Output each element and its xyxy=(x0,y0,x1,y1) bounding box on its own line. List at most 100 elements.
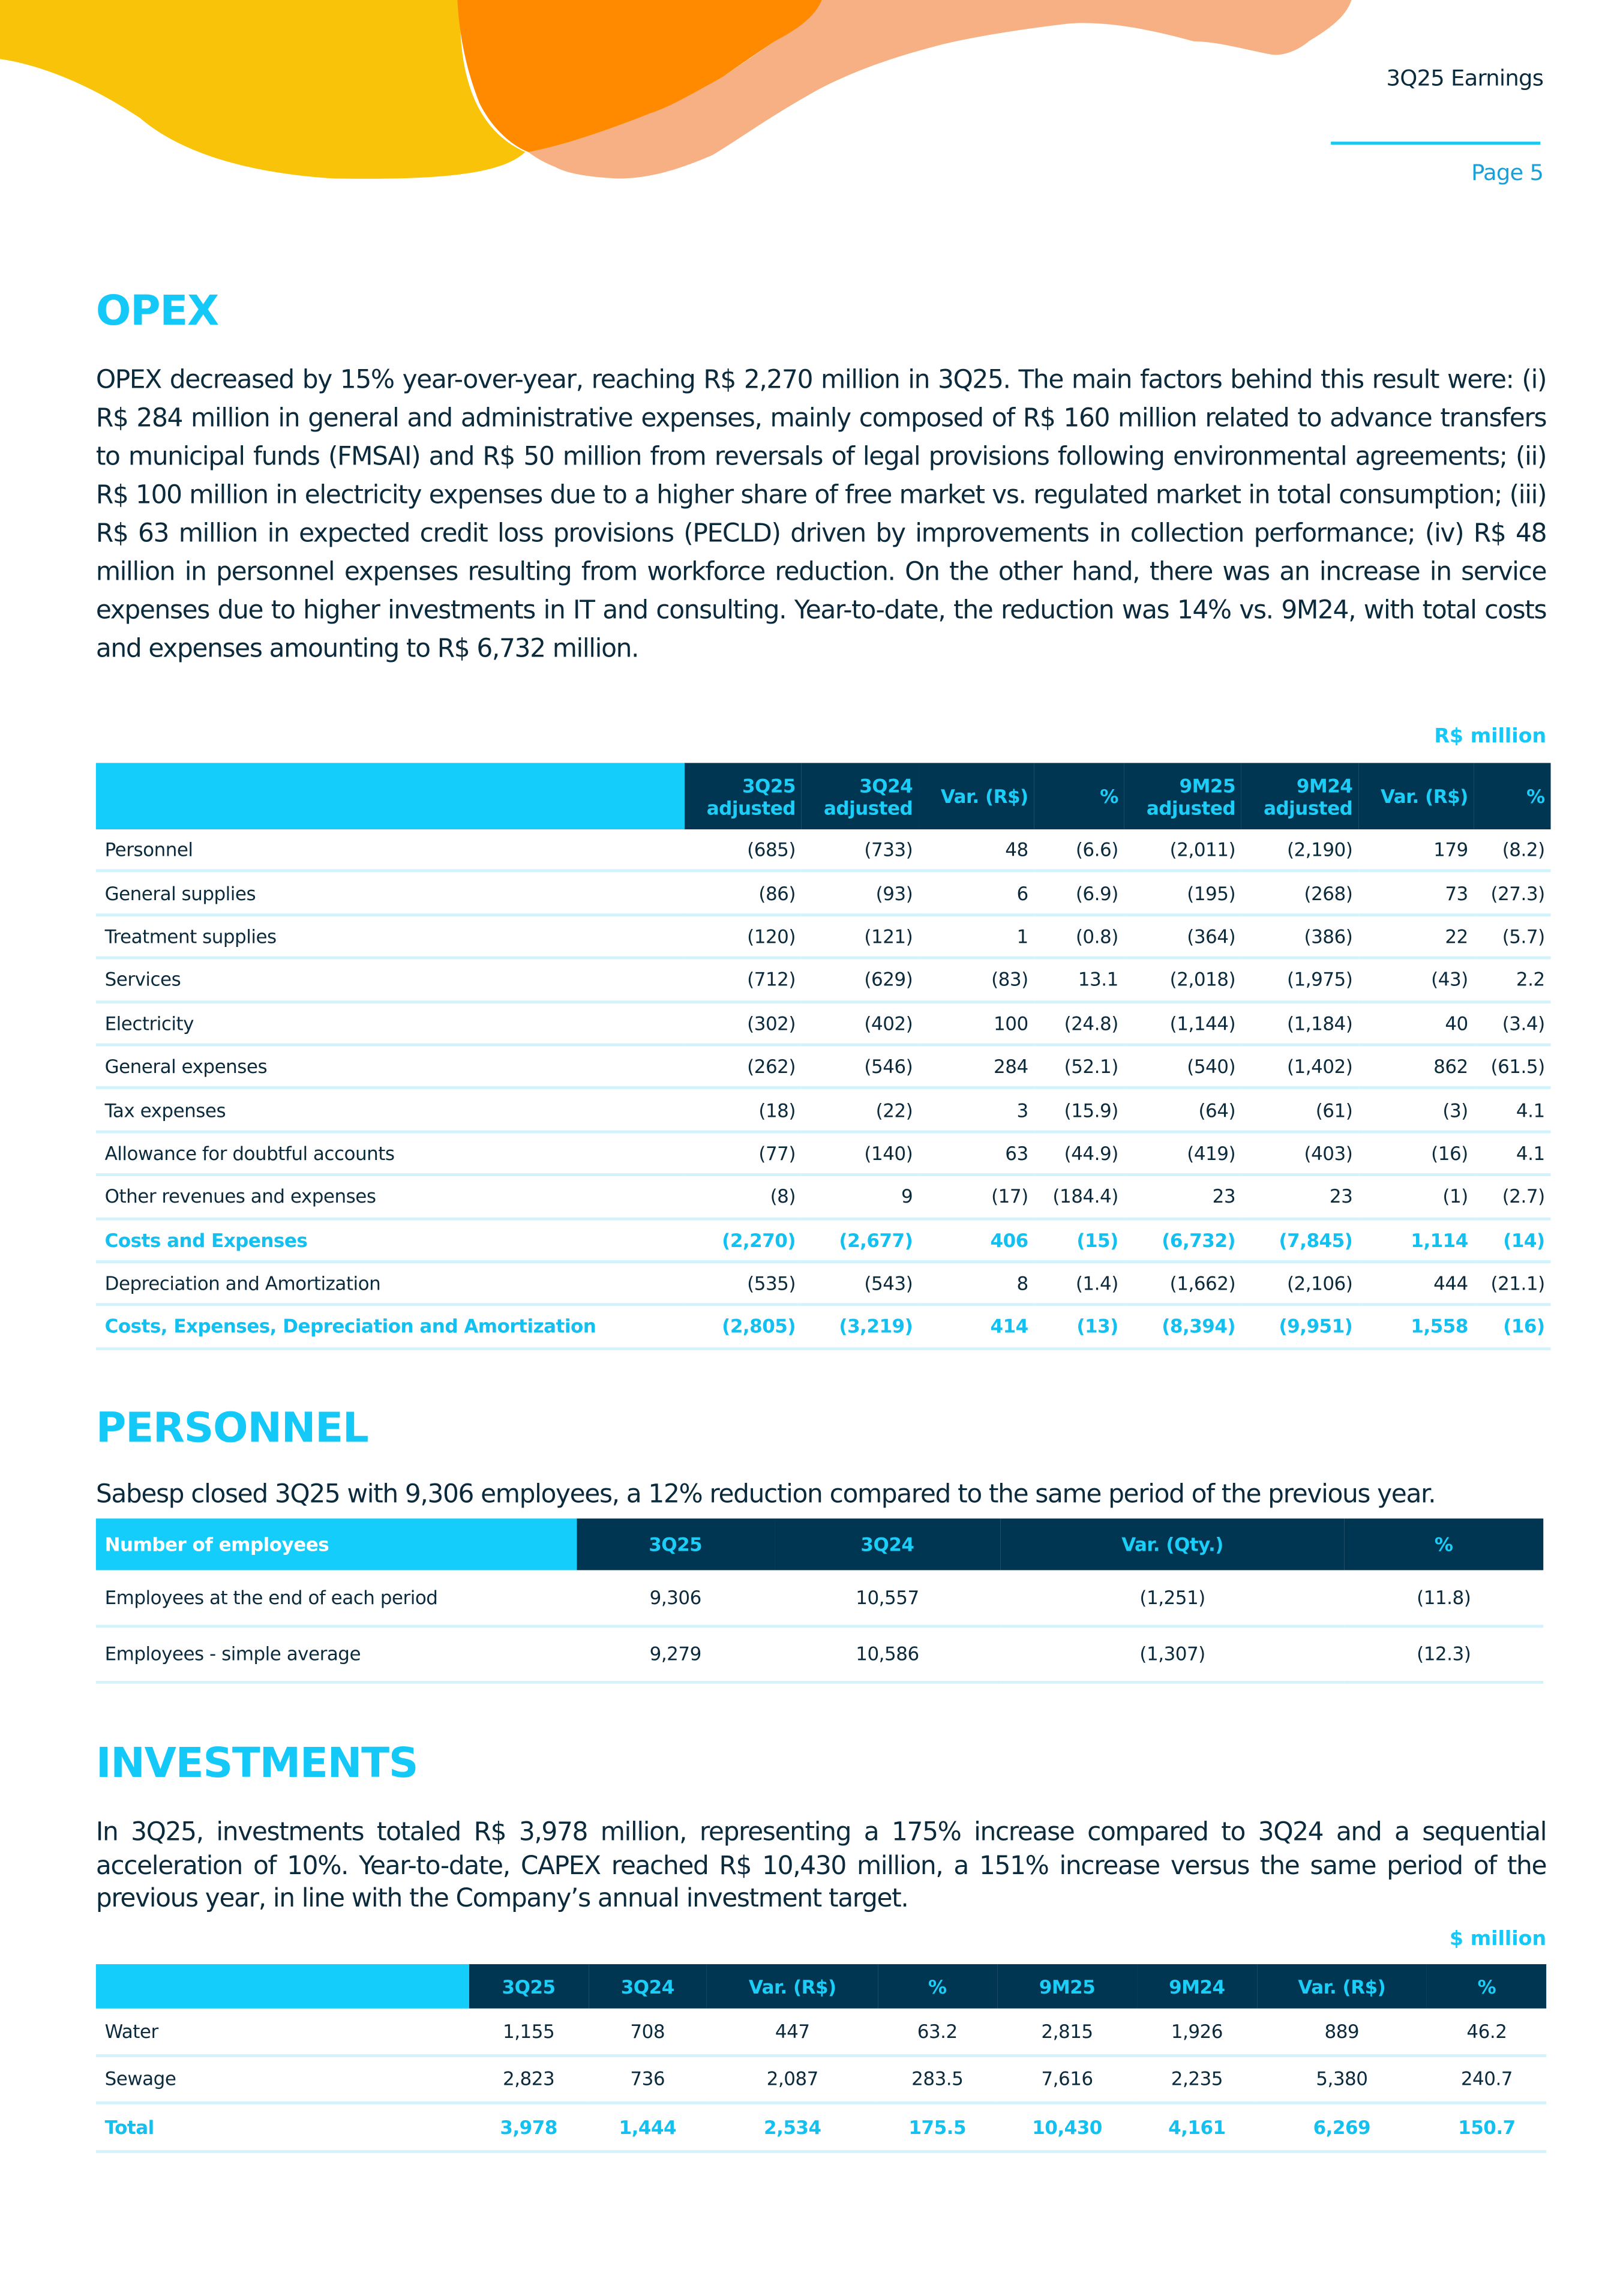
row-label: General expenses xyxy=(95,1044,685,1090)
table-cell: (77) xyxy=(684,1131,802,1177)
table-cell: 63 xyxy=(919,1131,1034,1177)
column-header: % xyxy=(1474,763,1551,830)
column-header-line: adjusted xyxy=(824,796,913,819)
row-label: Total xyxy=(95,2103,469,2153)
table-cell: (2.7) xyxy=(1474,1174,1551,1220)
table-cell: (1,307) xyxy=(1000,1625,1345,1684)
table-cell: (364) xyxy=(1124,915,1241,960)
table-cell: 4.1 xyxy=(1474,1131,1551,1177)
table-cell: (7,845) xyxy=(1241,1218,1359,1263)
table-row: Water 1,155 708 447 63.2 2,815 1,926 889 46.2 xyxy=(95,2008,1547,2057)
row-label: Personnel xyxy=(95,829,685,873)
table-cell: 63.2 xyxy=(878,2008,997,2057)
column-header: 9M25 adjusted xyxy=(1124,763,1241,830)
table-cell: 444 xyxy=(1358,1261,1474,1307)
table-cell: (83) xyxy=(919,958,1034,1003)
table-cell: (22) xyxy=(801,1088,919,1133)
table-cell: (3,219) xyxy=(801,1305,919,1350)
table-cell: 73 xyxy=(1358,871,1474,916)
table-cell: 240.7 xyxy=(1427,2055,1547,2105)
table-cell: (733) xyxy=(801,829,919,873)
investments-heading: INVESTMENTS xyxy=(95,1738,419,1787)
table-cell: 2,087 xyxy=(707,2055,878,2105)
table-cell: 179 xyxy=(1358,829,1474,873)
table-cell: (43) xyxy=(1358,958,1474,1003)
row-label: Services xyxy=(95,958,685,1003)
column-header: 3Q24 adjusted xyxy=(801,763,919,830)
table-cell: 736 xyxy=(588,2055,707,2105)
column-header: % xyxy=(1427,1964,1547,2009)
table-cell: 9,279 xyxy=(577,1625,774,1684)
table-cell: (6,732) xyxy=(1124,1218,1241,1263)
table-cell: 1,558 xyxy=(1358,1305,1474,1350)
table-cell: (64) xyxy=(1124,1088,1241,1133)
investments-table: 3Q25 3Q24 Var. (R$)% 9M25 9M24 Var. (R$)% Wate… xyxy=(95,1964,1547,2153)
table-cell: 4.1 xyxy=(1474,1088,1551,1133)
investments-paragraph: In 3Q25, investments totaled R$ 3,978 mi… xyxy=(95,1818,1547,1914)
table-cell: (8,394) xyxy=(1124,1305,1241,1350)
column-header: % xyxy=(1344,1518,1544,1570)
table-cell: (16) xyxy=(1474,1305,1551,1350)
table-cell: 8 xyxy=(919,1261,1034,1307)
row-label: Sewage xyxy=(95,2055,469,2105)
column-header: Var. (R$) xyxy=(919,763,1034,830)
row-label: Costs and Expenses xyxy=(95,1218,685,1263)
table-cell: (13) xyxy=(1034,1305,1124,1350)
table-cell: 1,926 xyxy=(1137,2008,1256,2057)
table-cell: (1.4) xyxy=(1034,1261,1124,1307)
table-cell: (2,106) xyxy=(1241,1261,1359,1307)
column-header-line: 9M24 xyxy=(1296,774,1353,796)
table-cell: (1,662) xyxy=(1124,1261,1241,1307)
table-cell: 150.7 xyxy=(1427,2103,1547,2153)
opex-paragraph: OPEX decreased by 15% year-over-year, re… xyxy=(95,365,1547,664)
personnel-paragraph: Sabesp closed 3Q25 with 9,306 employees,… xyxy=(95,1480,1436,1510)
row-label: Other revenues and expenses xyxy=(95,1174,685,1220)
table-cell: (1) xyxy=(1358,1174,1474,1220)
table-cell: 447 xyxy=(707,2008,878,2057)
column-header: 3Q25 xyxy=(469,1964,589,2009)
table-row: General expenses (262) (546) 284 (52.1) (540)… xyxy=(95,1044,1551,1090)
table-cell: (18) xyxy=(684,1088,802,1133)
table-cell: (16) xyxy=(1358,1131,1474,1177)
column-header: Var. (Qty.) xyxy=(1000,1518,1345,1570)
table-cell: (543) xyxy=(801,1261,919,1307)
peach-shape xyxy=(528,0,1352,179)
table-cell: (120) xyxy=(684,915,802,960)
column-header-line: Var. (R$) xyxy=(940,785,1028,808)
table-cell: (11.8) xyxy=(1344,1570,1544,1627)
column-header-line: adjusted xyxy=(706,796,796,819)
table-cell: 5,380 xyxy=(1256,2055,1427,2105)
table-row: Sewage 2,823 736 2,087 283.5 7,616 2,235 5,380 2… xyxy=(95,2055,1547,2105)
table-cell: 889 xyxy=(1256,2008,1427,2057)
table-header-row: 3Q25 adjusted 3Q24 adjusted Var. (R$)% 9M25 ad… xyxy=(95,763,1551,830)
column-header-line: adjusted xyxy=(1264,796,1353,819)
table-cell: 9,306 xyxy=(577,1570,774,1627)
column-header: 3Q24 xyxy=(588,1964,707,2009)
table-row: Other revenues and expenses (8) 9 (17) (184.… xyxy=(95,1174,1551,1220)
table-cell: (195) xyxy=(1124,871,1241,916)
table-cell: (403) xyxy=(1241,1131,1359,1177)
table-cell: 46.2 xyxy=(1427,2008,1547,2057)
table-cell: 48 xyxy=(919,829,1034,873)
table-cell: (540) xyxy=(1124,1044,1241,1090)
table-total-row: Costs, Expenses, Depreciation and Amorti… xyxy=(95,1305,1551,1350)
table-row: Treatment supplies (120) (121) 1 (0.8) (364)(… xyxy=(95,915,1551,960)
header-divider xyxy=(1331,142,1541,145)
column-header: Var. (R$) xyxy=(1358,763,1474,830)
table-cell: 7,616 xyxy=(997,2055,1138,2105)
table-cell: 10,430 xyxy=(997,2103,1138,2153)
table-cell: (140) xyxy=(801,1131,919,1177)
table-cell: (262) xyxy=(684,1044,802,1090)
row-label: Employees - simple average xyxy=(95,1625,577,1684)
table-cell: (535) xyxy=(684,1261,802,1307)
column-header: 3Q24 xyxy=(773,1518,1001,1570)
table-cell: (15) xyxy=(1034,1218,1124,1263)
column-header-line: 3Q24 xyxy=(859,774,913,796)
opex-table: 3Q25 adjusted 3Q24 adjusted Var. (R$)% 9M25 ad… xyxy=(95,763,1551,1350)
table-cell: (712) xyxy=(684,958,802,1003)
table-cell: (24.8) xyxy=(1034,1001,1124,1047)
table-cell: (1,402) xyxy=(1241,1044,1359,1090)
table-cell: (3.4) xyxy=(1474,1001,1551,1047)
table-row: Depreciation and Amortization (535) (543) 8… xyxy=(95,1261,1551,1307)
